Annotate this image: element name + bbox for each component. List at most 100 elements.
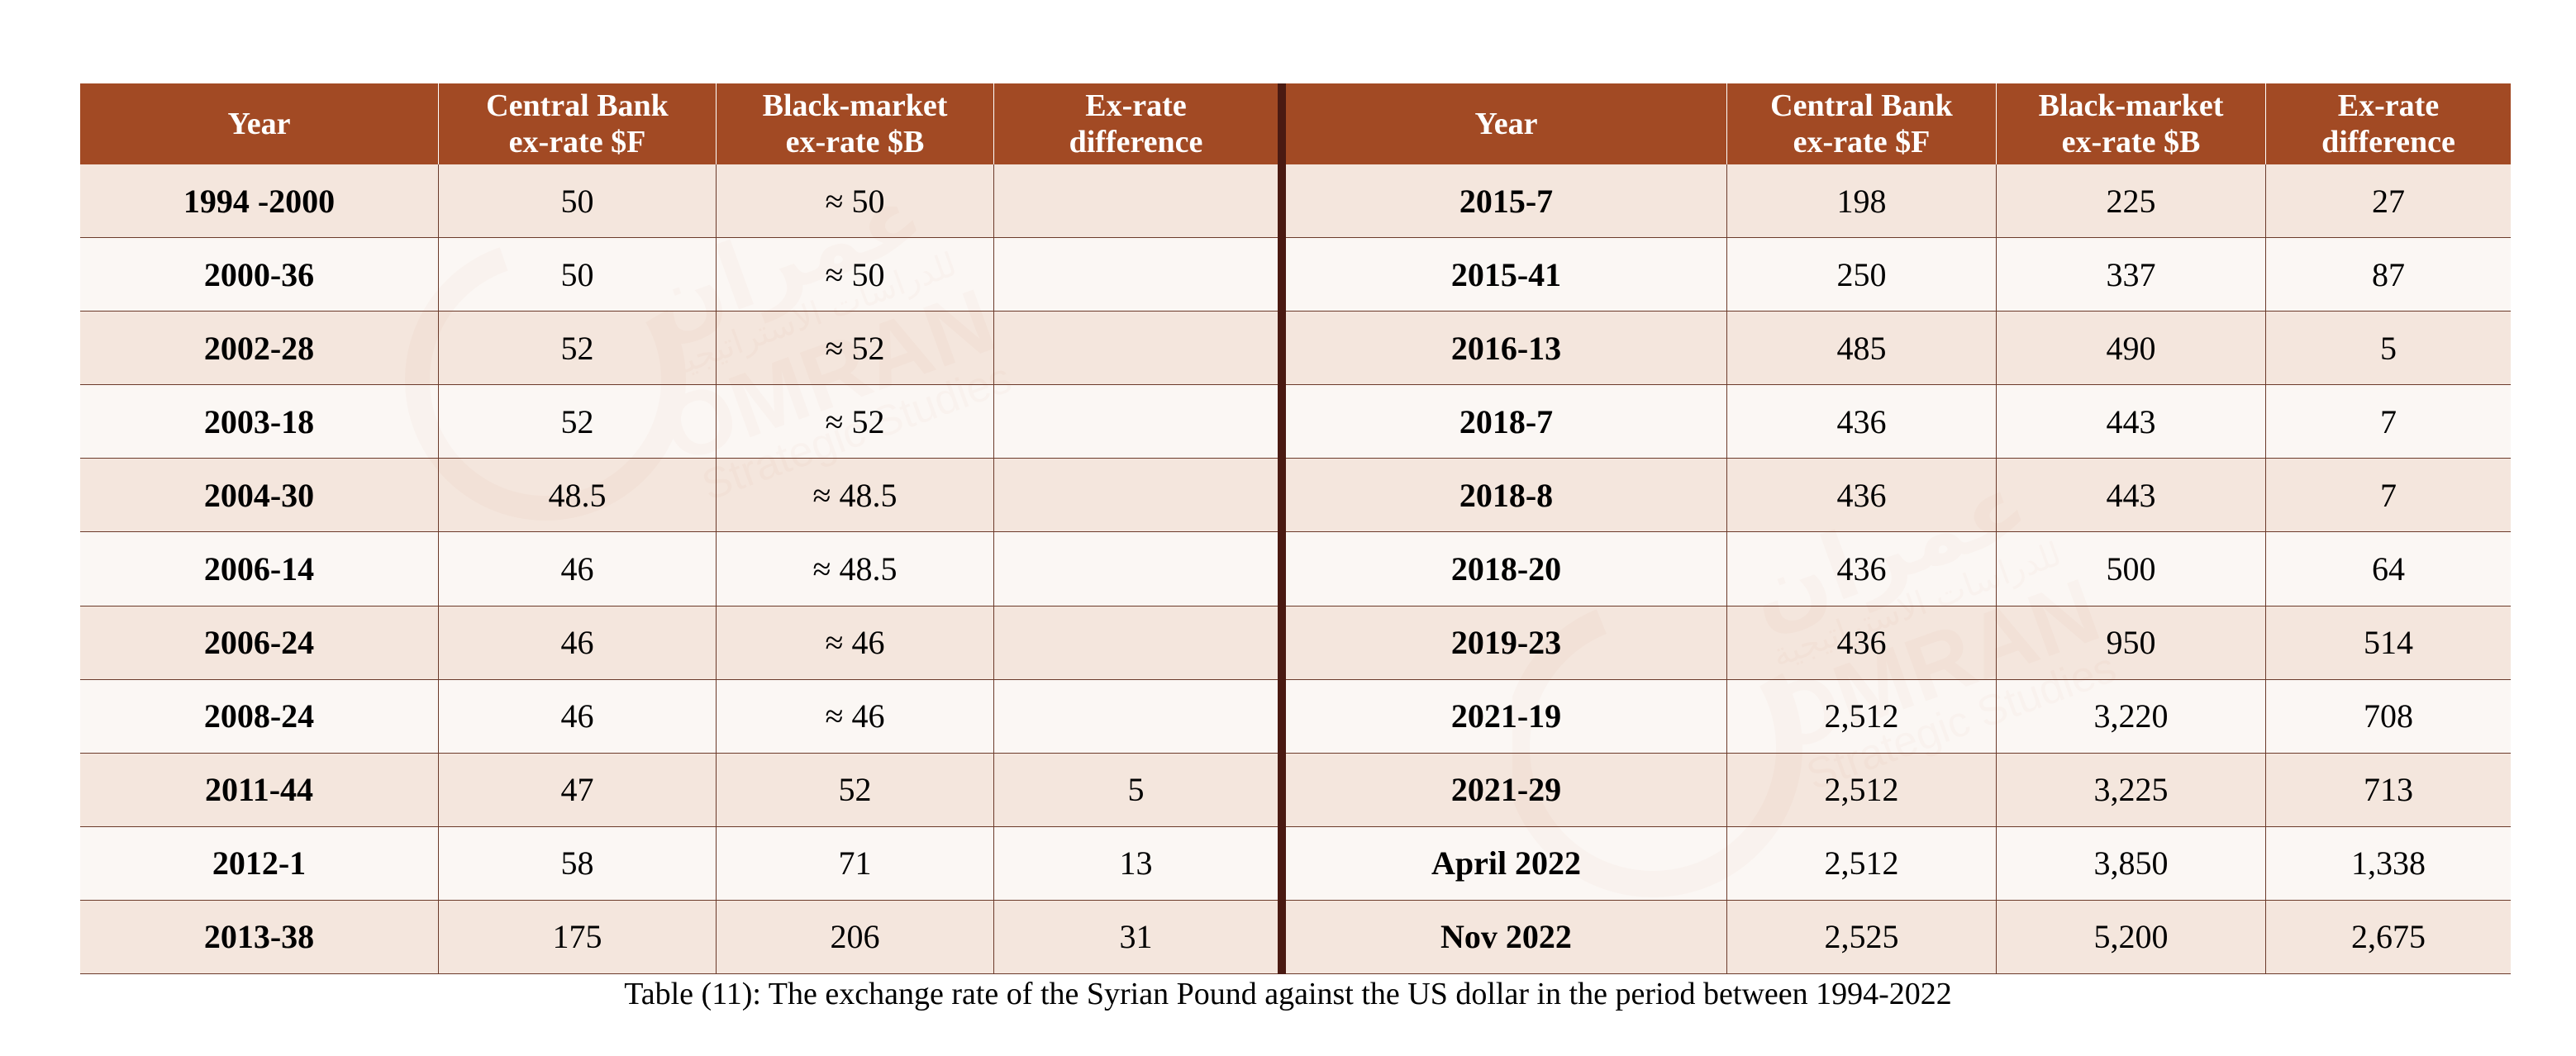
table-cell-black: 3,220 [1997, 679, 2266, 754]
table-cell-diff: 13 [994, 826, 1278, 901]
table-cell-year: 2015-41 [1286, 238, 1727, 312]
table-center-divider [1278, 83, 1286, 974]
table-cell-diff: 31 [994, 900, 1278, 974]
table-cell-central: 52 [439, 312, 717, 386]
table-cell-diff: 7 [2266, 459, 2511, 533]
table-cell-diff: 5 [994, 753, 1278, 827]
table-cell-year: 2006-14 [80, 532, 439, 606]
header-black-market: Black-market ex-rate $B [717, 83, 994, 164]
table-cell-diff: 514 [2266, 606, 2511, 680]
table-cell-year: 1994 -2000 [80, 164, 439, 239]
table-cell-diff [994, 164, 1278, 239]
table-cell-black: ≈ 46 [717, 679, 994, 754]
table-cell-black: 71 [717, 826, 994, 901]
table-cell-diff: 5 [2266, 312, 2511, 386]
table-cell-black: 337 [1997, 238, 2266, 312]
header-year: Year [1286, 83, 1727, 164]
table-cell-year: 2012-1 [80, 826, 439, 901]
table-cell-diff [994, 679, 1278, 754]
table-cell-central: 46 [439, 532, 717, 606]
table-cell-black: ≈ 52 [717, 312, 994, 386]
table-cell-year: 2019-23 [1286, 606, 1727, 680]
table-cell-year: 2006-24 [80, 606, 439, 680]
table-cell-black: ≈ 50 [717, 164, 994, 239]
table-cell-black: 52 [717, 753, 994, 827]
table-cell-central: 436 [1727, 606, 1997, 680]
header-black-market: Black-market ex-rate $B [1997, 83, 2266, 164]
table-cell-diff: 87 [2266, 238, 2511, 312]
table-cell-year: Nov 2022 [1286, 900, 1727, 974]
table-cell-diff: 708 [2266, 679, 2511, 754]
header-year: Year [80, 83, 439, 164]
table-cell-central: 485 [1727, 312, 1997, 386]
table-cell-diff: 1,338 [2266, 826, 2511, 901]
table-cell-central: 436 [1727, 532, 1997, 606]
table-cell-diff: 27 [2266, 164, 2511, 239]
exchange-rate-table: Year Central Bank ex-rate $F Black-marke… [80, 83, 2511, 974]
table-cell-year: 2011-44 [80, 753, 439, 827]
table-cell-black: 443 [1997, 459, 2266, 533]
table-cell-year: 2015-7 [1286, 164, 1727, 239]
table-cell-black: 3,850 [1997, 826, 2266, 901]
table-cell-diff: 64 [2266, 532, 2511, 606]
table-cell-year: 2018-8 [1286, 459, 1727, 533]
table-cell-year: 2018-20 [1286, 532, 1727, 606]
table-cell-diff [994, 385, 1278, 459]
table-cell-year: April 2022 [1286, 826, 1727, 901]
table-cell-central: 175 [439, 900, 717, 974]
table-cell-diff: 713 [2266, 753, 2511, 827]
header-central-bank: Central Bank ex-rate $F [439, 83, 717, 164]
header-difference: Ex-rate difference [2266, 83, 2511, 164]
table-cell-central: 50 [439, 164, 717, 239]
table-cell-year: 2016-13 [1286, 312, 1727, 386]
table-cell-black: ≈ 46 [717, 606, 994, 680]
table-cell-black: 5,200 [1997, 900, 2266, 974]
table-cell-black: ≈ 48.5 [717, 532, 994, 606]
table-cell-diff: 2,675 [2266, 900, 2511, 974]
table-cell-diff [994, 459, 1278, 533]
table-cell-year: 2013-38 [80, 900, 439, 974]
table-cell-central: 58 [439, 826, 717, 901]
table-cell-diff [994, 532, 1278, 606]
table-cell-black: 950 [1997, 606, 2266, 680]
table-cell-central: 2,525 [1727, 900, 1997, 974]
table-cell-black: 500 [1997, 532, 2266, 606]
table-cell-black: ≈ 50 [717, 238, 994, 312]
table-cell-central: 250 [1727, 238, 1997, 312]
table-cell-central: 436 [1727, 385, 1997, 459]
table-cell-central: 48.5 [439, 459, 717, 533]
table-cell-central: 198 [1727, 164, 1997, 239]
table-cell-central: 46 [439, 679, 717, 754]
table-cell-black: ≈ 48.5 [717, 459, 994, 533]
table-cell-black: 443 [1997, 385, 2266, 459]
table-cell-central: 50 [439, 238, 717, 312]
table-cell-black: 225 [1997, 164, 2266, 239]
table-cell-central: 2,512 [1727, 679, 1997, 754]
table-cell-central: 47 [439, 753, 717, 827]
table-cell-central: 46 [439, 606, 717, 680]
table-cell-black: 490 [1997, 312, 2266, 386]
header-difference: Ex-rate difference [994, 83, 1278, 164]
table-cell-year: 2004-30 [80, 459, 439, 533]
table-cell-year: 2002-28 [80, 312, 439, 386]
table-caption: Table (11): The exchange rate of the Syr… [624, 977, 1952, 1011]
table-cell-black: 206 [717, 900, 994, 974]
table-right-half: Year Central Bank ex-rate $F Black-marke… [1286, 83, 2511, 974]
table-cell-year: 2003-18 [80, 385, 439, 459]
table-cell-diff [994, 238, 1278, 312]
table-cell-year: 2021-29 [1286, 753, 1727, 827]
table-cell-black: 3,225 [1997, 753, 2266, 827]
table-cell-diff: 7 [2266, 385, 2511, 459]
table-cell-year: 2008-24 [80, 679, 439, 754]
table-cell-central: 436 [1727, 459, 1997, 533]
table-cell-year: 2021-19 [1286, 679, 1727, 754]
table-cell-year: 2000-36 [80, 238, 439, 312]
table-cell-central: 2,512 [1727, 753, 1997, 827]
table-cell-black: ≈ 52 [717, 385, 994, 459]
table-left-half: Year Central Bank ex-rate $F Black-marke… [80, 83, 1278, 974]
table-cell-central: 2,512 [1727, 826, 1997, 901]
table-cell-year: 2018-7 [1286, 385, 1727, 459]
table-cell-central: 52 [439, 385, 717, 459]
table-cell-diff [994, 606, 1278, 680]
header-central-bank: Central Bank ex-rate $F [1727, 83, 1997, 164]
